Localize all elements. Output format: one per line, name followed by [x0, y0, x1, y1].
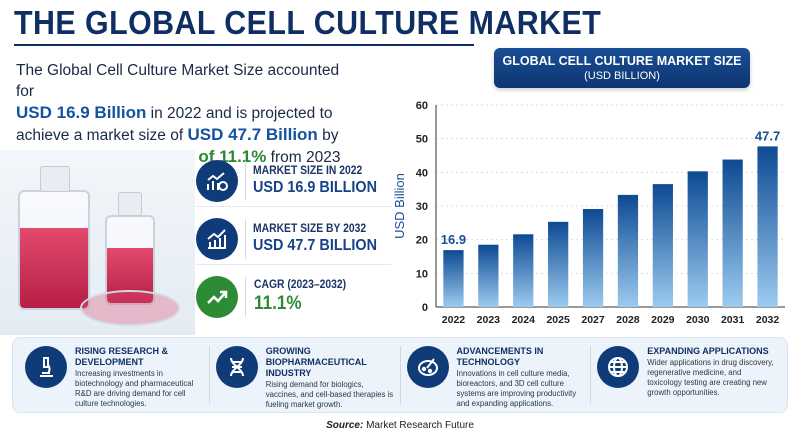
x-tick-label: 2023	[477, 314, 501, 326]
metric-card-2022: MARKET SIZE IN 2022 USD 16.9 BILLION	[196, 155, 391, 207]
growth-drivers-strip: RISING RESEARCH & DEVELOPMENT Increasing …	[12, 337, 788, 413]
x-tick-label: 2032	[756, 314, 780, 326]
metric-value: USD 47.7 BILLION	[253, 236, 378, 254]
bar-2030	[687, 171, 708, 307]
chart-header: GLOBAL CELL CULTURE MARKET SIZE (USD BIL…	[494, 48, 750, 88]
source-label: Source:	[326, 420, 364, 431]
x-tick-label: 2030	[686, 314, 710, 326]
metric-value: 11.1%	[254, 293, 302, 314]
x-tick-label: 2029	[651, 314, 675, 326]
feature-desc: Innovations in cell culture media, biore…	[456, 369, 577, 408]
feature-title: RISING RESEARCH & DEVELOPMENT	[75, 346, 169, 367]
metric-card-2032: MARKET SIZE BY 2032 USD 47.7 BILLION	[196, 213, 391, 265]
dna-icon	[215, 346, 258, 388]
trend-up-icon	[196, 276, 238, 318]
y-tick-label: 60	[416, 100, 428, 112]
y-tick-label: 40	[416, 167, 428, 179]
bar-2028	[617, 194, 639, 307]
feature-desc: Rising demand for biologics, vaccines, a…	[265, 380, 394, 409]
y-tick-label: 0	[422, 302, 428, 314]
feature-title: GROWING BIOPHARMACEUTICAL INDUSTRY	[265, 346, 367, 378]
chart-subtitle: (USD BILLION)	[584, 70, 660, 82]
source-note: Source: Market Research Future	[0, 420, 800, 431]
x-tick-label: 2031	[721, 314, 745, 326]
x-tick-label: 2027	[581, 314, 605, 326]
feature-item: RISING RESEARCH & DEVELOPMENT Increasing …	[19, 346, 210, 408]
x-tick-label: 2028	[616, 314, 640, 326]
intro-value-2022: USD 16.9 Billion	[16, 103, 147, 122]
x-tick-label: 2022	[442, 314, 466, 326]
feature-item: ADVANCEMENTS IN TECHNOLOGY Innovations in…	[401, 346, 592, 408]
metric-label: MARKET SIZE BY 2032	[253, 222, 367, 235]
divider	[245, 277, 246, 317]
page-title: THE GLOBAL CELL CULTURE MARKET	[14, 4, 602, 41]
growth-chart-icon	[196, 217, 238, 260]
petri-dish-icon	[406, 346, 449, 388]
x-tick-label: 2024	[512, 314, 536, 326]
source-text: Market Research Future	[366, 420, 474, 431]
metric-label: CAGR (2023–2032)	[254, 279, 347, 291]
lab-flasks-image	[0, 150, 195, 335]
bar-2025	[548, 221, 569, 307]
metric-card-cagr: CAGR (2023–2032) 11.1%	[196, 271, 391, 323]
feature-title: ADVANCEMENTS IN TECHNOLOGY	[456, 346, 544, 367]
metric-value: USD 16.9 BILLION	[253, 178, 378, 196]
bar-2031	[722, 159, 743, 307]
bar-2023	[478, 244, 499, 307]
intro-value-2032: USD 47.7 Billion	[187, 125, 318, 144]
data-label: 16.9	[441, 232, 466, 247]
microscope-icon	[25, 346, 67, 388]
y-tick-label: 20	[416, 235, 428, 247]
bar-2022	[443, 250, 464, 307]
bar-2024	[513, 234, 534, 307]
bar-2029	[652, 184, 673, 307]
feature-title: EXPANDING APPLICATIONS	[647, 346, 769, 356]
metric-label: MARKET SIZE IN 2022	[253, 164, 363, 177]
title-underline	[14, 44, 474, 46]
feature-item: EXPANDING APPLICATIONS Wider applications…	[591, 346, 781, 404]
intro-part: The Global Cell Culture Market Size acco…	[16, 62, 340, 100]
feature-desc: Increasing investments in biotechnology …	[75, 369, 194, 408]
y-tick-label: 30	[416, 201, 428, 213]
chart-title: GLOBAL CELL CULTURE MARKET SIZE	[502, 54, 742, 68]
metric-cards: MARKET SIZE IN 2022 USD 16.9 BILLION MARK…	[196, 155, 391, 329]
bar-2027	[582, 209, 604, 307]
y-tick-label: 10	[416, 268, 428, 280]
data-label: 47.7	[755, 128, 780, 143]
intro-part: in 2022 and is projected to achieve a ma…	[16, 105, 333, 144]
feature-desc: Wider applications in drug discovery, re…	[647, 358, 774, 397]
globe-icon	[597, 346, 640, 388]
feature-item: GROWING BIOPHARMACEUTICAL INDUSTRY Rising…	[210, 346, 401, 409]
y-axis-title: USD Billion	[392, 173, 407, 239]
y-tick-label: 50	[416, 134, 428, 146]
x-tick-label: 2025	[546, 314, 570, 326]
chart-dollar-icon	[196, 159, 238, 202]
bar-2032	[757, 146, 778, 307]
